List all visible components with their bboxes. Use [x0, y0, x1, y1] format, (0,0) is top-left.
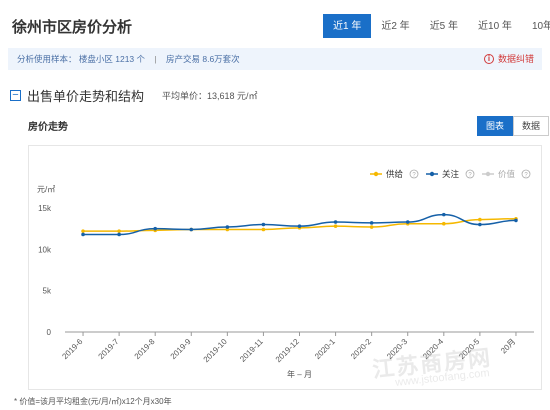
legend-label: 关注 — [442, 169, 460, 179]
question-icon-glyph: ? — [412, 173, 416, 179]
view-toggle: 图表 数据 — [477, 116, 550, 136]
page-title: 徐州市区房价分析 — [12, 19, 133, 36]
question-icon-glyph: ? — [468, 173, 472, 179]
tab-1-year[interactable]: 近1 年 — [323, 14, 372, 38]
sample-label: 分析使用样本： — [17, 54, 77, 64]
series-point — [297, 224, 302, 228]
series-point — [333, 224, 338, 228]
tab-5-years[interactable]: 近5 年 — [429, 21, 459, 32]
x-tick-label: 2019-9 — [169, 337, 193, 361]
question-icon — [465, 169, 475, 179]
question-icon — [521, 169, 531, 179]
y-tick-label: 10k — [38, 245, 52, 254]
series-point — [369, 225, 374, 229]
sample-transaction-count: 房产交易 8.6万套次 — [166, 54, 240, 64]
average-price-label: 平均单价： — [162, 91, 208, 101]
series-point — [442, 221, 446, 226]
data-error-label: 数据纠错 — [497, 54, 534, 64]
legend-swatch-dot — [429, 171, 435, 177]
series-point — [117, 232, 121, 237]
series-point — [478, 222, 482, 227]
series-point — [225, 225, 230, 229]
series-point — [81, 229, 85, 233]
series-point — [442, 212, 446, 217]
x-tick-label: 2020-2 — [349, 337, 373, 361]
series-point — [333, 220, 338, 224]
x-tick-label: 2019-12 — [274, 337, 302, 365]
collapse-toggle-icon[interactable]: − — [10, 90, 21, 101]
series-point — [478, 217, 482, 222]
sample-community-count: 楼盘小区 1213 个 — [78, 54, 146, 64]
series-point — [189, 227, 194, 232]
tab-2-years[interactable]: 近2 年 — [381, 21, 410, 32]
x-tick-label: 2019-7 — [97, 337, 121, 361]
series-point — [261, 227, 266, 232]
x-tick-label: 2019-6 — [60, 337, 84, 361]
tab-over-10-years[interactable]: 10年以上 — [531, 21, 550, 32]
tab-10-years[interactable]: 近10 年 — [478, 21, 512, 32]
sample-separator: | — [154, 54, 157, 64]
question-icon-glyph: ? — [524, 173, 528, 179]
section-title: 出售单价走势和结构 — [27, 89, 145, 104]
average-price: 平均单价：13,618 元/㎡ — [162, 89, 258, 102]
price-trend-chart: 元/㎡ 0 5k 10k 15k 2019-6 2019-7 2019-8 2019-9 2019… — [28, 145, 542, 390]
chart-footnote: * 价值=该月平均租金(元/月/㎡)x12个月x30年 — [14, 397, 172, 406]
x-tick-label: 20月 — [499, 337, 517, 355]
y-tick-label: 15k — [38, 204, 52, 213]
trend-title: 房价走势 — [28, 122, 68, 133]
legend-label: 价值 — [498, 169, 516, 179]
average-price-value: 13,618 元/㎡ — [207, 91, 258, 101]
x-tick-label: 2019-10 — [202, 337, 230, 365]
legend-swatch-dot — [373, 171, 379, 177]
section-header: − 出售单价走势和结构 平均单价：13,618 元/㎡ — [10, 86, 258, 105]
series-point — [225, 227, 230, 232]
series-point — [153, 226, 157, 231]
data-error-link[interactable]: i 数据纠错 — [483, 48, 534, 70]
series-point — [81, 232, 85, 237]
series-point — [514, 218, 518, 223]
legend-swatch-dot — [485, 171, 491, 177]
series-point — [261, 222, 266, 227]
series-point — [405, 220, 410, 224]
series-point — [369, 221, 374, 225]
legend-label: 供给 — [386, 169, 404, 179]
sample-info-bar: 分析使用样本： 楼盘小区 1213 个 | 房产交易 8.6万套次 i 数据纠错 — [8, 48, 542, 70]
question-icon — [409, 169, 419, 179]
y-axis-label: 元/㎡ — [37, 185, 55, 194]
x-tick-label: 2019-8 — [133, 337, 157, 361]
price-trend-svg: 元/㎡ 0 5k 10k 15k 2019-6 2019-7 2019-8 2019-9 2019… — [37, 169, 534, 379]
y-tick-label: 5k — [43, 287, 52, 296]
period-tabs: 近1 年 近2 年 近5 年 近10 年 10年以上 — [323, 14, 550, 38]
chart-view-button[interactable]: 图表 — [477, 116, 514, 136]
info-icon: i — [483, 54, 494, 64]
x-axis-label: 年 – 月 — [287, 369, 312, 379]
x-tick-label: 2019-11 — [238, 337, 265, 364]
series-point — [117, 229, 121, 233]
data-view-button[interactable]: 数据 — [513, 116, 550, 136]
y-tick-label: 0 — [47, 328, 52, 337]
x-tick-label: 2020-1 — [313, 337, 337, 361]
